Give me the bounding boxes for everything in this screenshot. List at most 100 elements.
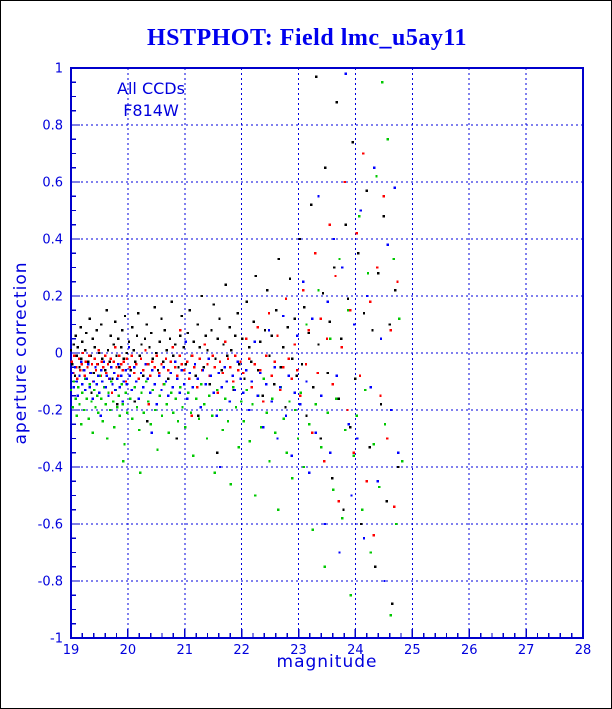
- data-point: [183, 368, 186, 372]
- data-point: [229, 482, 233, 486]
- data-point: [146, 377, 149, 380]
- data-point: [110, 391, 114, 395]
- data-point: [84, 388, 87, 392]
- data-point: [146, 420, 149, 423]
- data-point: [275, 309, 278, 312]
- data-point: [186, 331, 189, 335]
- data-point: [110, 380, 113, 383]
- data-point: [284, 414, 288, 417]
- data-point: [165, 403, 168, 406]
- data-point: [270, 400, 273, 403]
- data-point: [196, 377, 200, 380]
- data-point: [71, 405, 74, 409]
- data-point: [158, 374, 161, 377]
- data-point: [77, 357, 81, 360]
- data-point: [144, 348, 147, 352]
- data-point: [72, 380, 75, 383]
- data-point: [239, 400, 243, 403]
- data-point: [171, 346, 174, 349]
- data-point: [326, 371, 329, 375]
- data-point: [363, 388, 367, 392]
- data-point: [70, 363, 74, 366]
- plot-annotation: All CCDs F814W: [89, 78, 213, 122]
- data-point: [111, 383, 114, 386]
- data-point: [398, 317, 401, 320]
- data-point: [90, 400, 93, 403]
- data-point: [74, 334, 77, 338]
- data-point: [296, 334, 299, 338]
- data-point: [382, 195, 386, 198]
- data-point: [256, 394, 259, 397]
- data-point: [353, 323, 356, 326]
- data-point: [259, 368, 262, 372]
- data-point: [100, 360, 103, 363]
- data-point: [243, 377, 246, 380]
- page-title: HSTPHOT: Field lmc_u5ay11: [146, 25, 468, 51]
- data-point: [82, 408, 86, 412]
- data-point: [155, 403, 159, 406]
- data-point: [102, 360, 106, 363]
- data-point: [311, 317, 314, 320]
- data-point: [184, 340, 188, 343]
- data-point: [234, 334, 237, 338]
- data-point: [251, 403, 254, 406]
- data-point: [366, 294, 369, 298]
- data-point: [350, 494, 353, 497]
- y-tick-label: -1: [50, 632, 63, 647]
- data-point: [128, 374, 131, 377]
- data-point: [392, 257, 395, 261]
- data-point: [272, 383, 276, 386]
- data-point: [245, 337, 248, 340]
- data-point: [369, 386, 372, 389]
- x-tick-label: 28: [575, 643, 592, 658]
- data-point: [176, 377, 179, 380]
- data-point: [179, 329, 182, 332]
- data-point: [164, 357, 168, 360]
- data-point: [224, 397, 227, 400]
- data-point: [169, 391, 173, 395]
- data-point: [110, 366, 113, 369]
- data-point: [379, 403, 383, 406]
- data-point: [111, 400, 115, 403]
- data-point: [85, 397, 89, 400]
- data-point: [334, 274, 337, 278]
- data-point: [264, 383, 268, 386]
- data-point: [191, 386, 194, 389]
- data-point: [91, 431, 94, 434]
- data-point: [180, 363, 184, 366]
- data-point: [113, 425, 116, 429]
- data-point: [80, 360, 83, 363]
- data-point: [392, 505, 396, 509]
- data-point: [181, 405, 184, 409]
- data-point: [377, 272, 380, 275]
- data-point: [365, 189, 368, 192]
- data-point: [185, 360, 189, 363]
- data-point: [196, 386, 199, 389]
- annotation-line-filter: F814W: [123, 101, 179, 120]
- data-point: [284, 297, 288, 301]
- data-point: [233, 388, 236, 392]
- data-point: [122, 357, 126, 360]
- data-point: [298, 237, 301, 241]
- data-point: [226, 357, 230, 360]
- data-point: [78, 374, 81, 377]
- data-point: [362, 152, 365, 155]
- data-point: [72, 386, 75, 389]
- data-point: [248, 440, 251, 443]
- x-tick-label: 26: [461, 643, 478, 658]
- data-point: [192, 340, 196, 343]
- data-point: [349, 425, 352, 429]
- data-point: [231, 380, 235, 383]
- data-point: [138, 428, 141, 432]
- y-tick-label: 0.6: [42, 176, 63, 191]
- data-point: [308, 471, 311, 474]
- data-point: [286, 326, 289, 329]
- data-point: [239, 360, 242, 363]
- data-point: [375, 175, 378, 178]
- data-point: [83, 374, 86, 377]
- data-point: [313, 252, 317, 255]
- data-point: [301, 280, 305, 283]
- data-point: [375, 266, 379, 269]
- data-point: [356, 437, 359, 440]
- data-point: [176, 420, 180, 423]
